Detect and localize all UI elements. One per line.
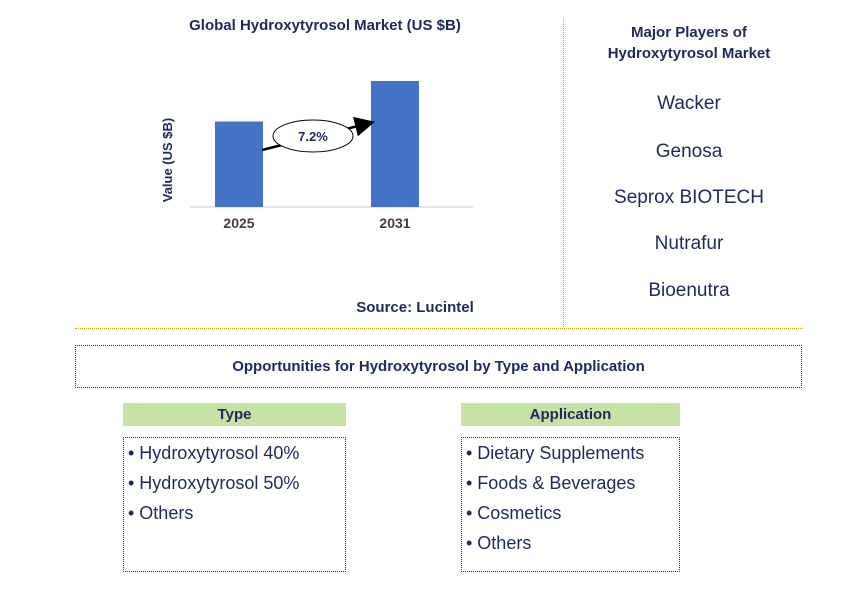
type-item: • Hydroxytyrosol 50% [128,473,300,493]
application-item: • Others [466,533,532,553]
players-title: Major Players of Hydroxytyrosol Market [580,22,798,64]
application-item: • Foods & Beverages [466,473,636,493]
player-item: Seprox BIOTECH [614,187,764,208]
player-item: Wacker [657,93,721,114]
x-tick-label: 2031 [379,215,410,231]
bar-2025 [215,121,263,207]
vertical-divider [563,18,564,327]
y-axis-label: Value (US $B) [160,118,175,203]
type-header: Type [123,403,346,426]
cagr-label: 7.2% [298,129,328,144]
bar-chart: Value (US $B) 2025 2031 7.2% [160,81,473,231]
type-list: • Hydroxytyrosol 40% • Hydroxytyrosol 50… [123,437,346,572]
players-title-line2: Hydroxytyrosol Market [607,45,771,62]
application-item: • Dietary Supplements [466,443,645,463]
opportunities-title: Opportunities for Hydroxytyrosol by Type… [75,345,802,388]
players-title-line1: Major Players of [631,24,747,41]
source-label: Source: Lucintel [356,299,474,316]
player-item: Genosa [655,141,723,162]
application-header: Application [461,403,680,426]
x-tick-label: 2025 [223,215,254,231]
application-list: • Dietary Supplements • Foods & Beverage… [461,437,680,572]
player-item: Nutrafur [654,233,724,254]
player-item: Bioenutra [648,280,730,301]
application-item: • Cosmetics [466,503,562,523]
type-item: • Hydroxytyrosol 40% [128,443,300,463]
horizontal-divider [75,328,803,329]
chart-title: Global Hydroxytyrosol Market (US $B) [189,17,461,34]
cagr-bubble [272,119,354,153]
bar-2031 [371,81,419,207]
type-item: • Others [128,503,194,523]
